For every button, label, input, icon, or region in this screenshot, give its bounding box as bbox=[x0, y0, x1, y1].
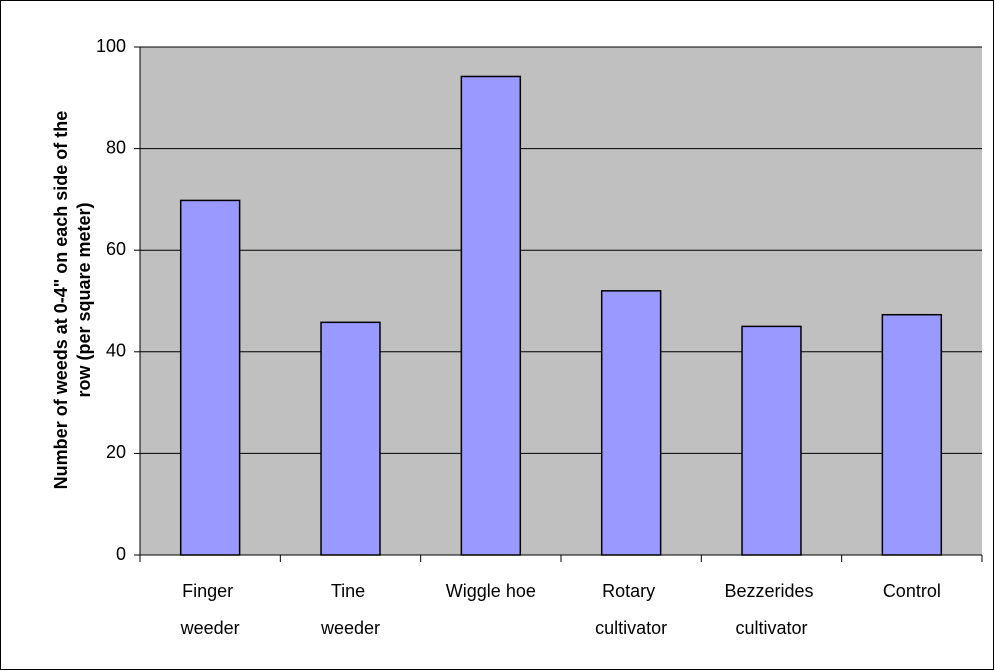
x-tick-label: Control bbox=[883, 581, 941, 601]
y-tick-label: 40 bbox=[106, 341, 126, 361]
bar bbox=[179, 199, 241, 556]
y-tick-label: 0 bbox=[116, 544, 126, 564]
bar bbox=[741, 325, 802, 556]
x-tick-label: Bezzerides cultivator bbox=[724, 581, 818, 638]
x-tick-label: Wiggle hoe bbox=[446, 581, 536, 601]
y-tick-label: 80 bbox=[106, 137, 126, 157]
bar bbox=[460, 75, 522, 556]
bar bbox=[320, 321, 381, 556]
y-axis-title: Number of weeds at 0-4" on each side of … bbox=[51, 111, 94, 490]
y-axis-title-line: row (per square meter) bbox=[74, 202, 94, 397]
y-axis-title-line: Number of weeds at 0-4" on each side of … bbox=[51, 111, 71, 490]
x-tick-label: Rotary cultivator bbox=[595, 581, 667, 638]
y-tick-label: 60 bbox=[106, 239, 126, 259]
bar bbox=[600, 290, 662, 556]
y-tick-label: 20 bbox=[106, 442, 126, 462]
x-tick-label: Finger weeder bbox=[180, 581, 240, 638]
y-tick-label: 100 bbox=[96, 36, 126, 56]
x-tick-label: Tine weeder bbox=[320, 581, 380, 638]
plot-area bbox=[140, 47, 982, 555]
bar bbox=[881, 313, 943, 556]
